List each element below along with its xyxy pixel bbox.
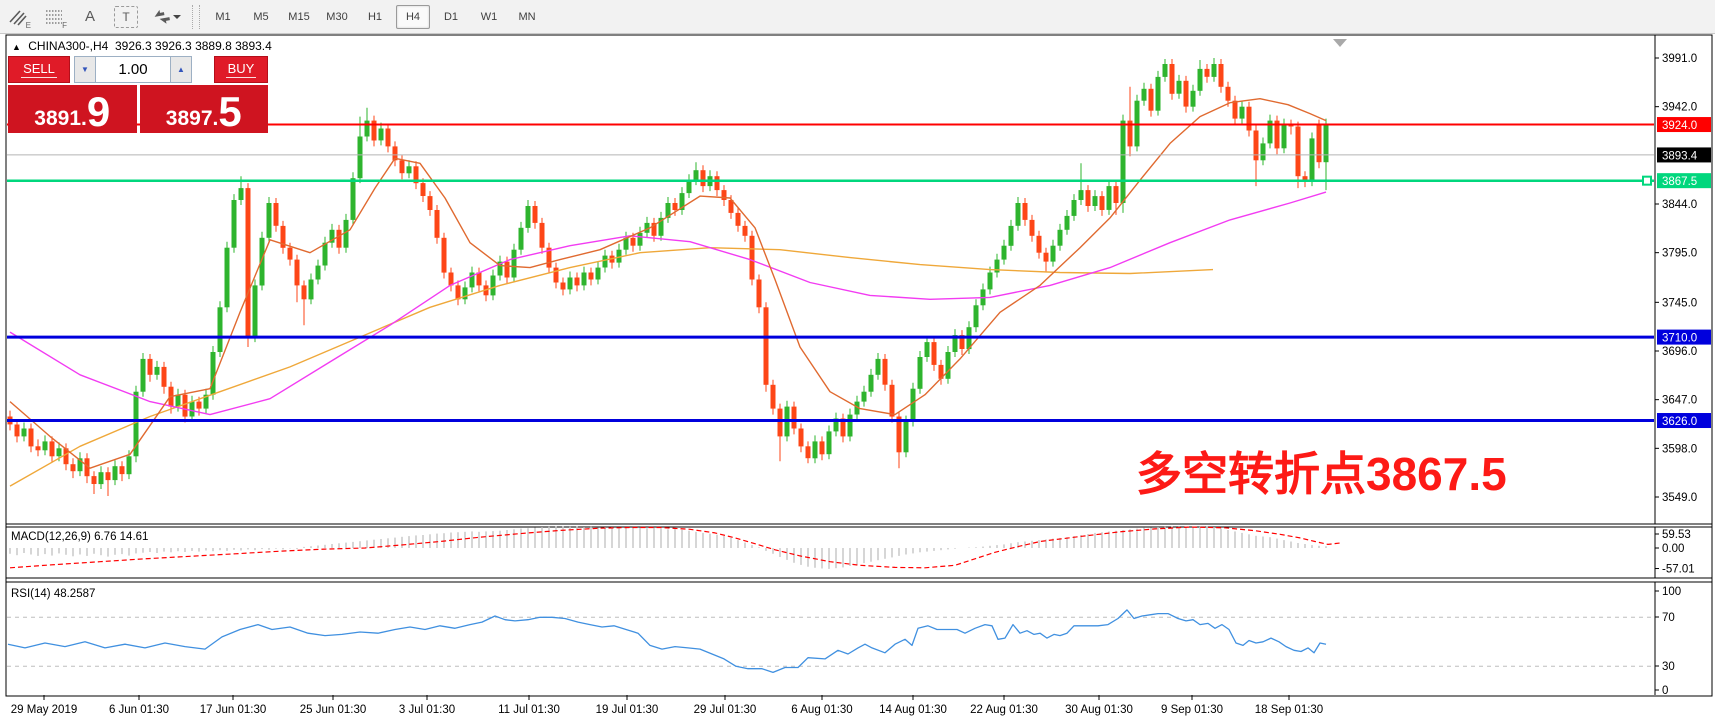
svg-text:29 Jul 01:30: 29 Jul 01:30	[694, 704, 757, 716]
svg-text:6 Jun 01:30: 6 Jun 01:30	[109, 704, 169, 716]
buy-button[interactable]: BUY	[214, 56, 268, 83]
tf-mn-button[interactable]: MN	[518, 10, 536, 23]
bid-price-display[interactable]: 3891. 9	[8, 85, 137, 133]
tf-w1-button[interactable]: W1	[480, 10, 498, 23]
channel-tool-icon[interactable]: E	[2, 3, 34, 31]
svg-text:18 Sep 01:30: 18 Sep 01:30	[1255, 704, 1323, 716]
svg-text:3626.0: 3626.0	[1662, 416, 1697, 428]
ohlc-low: 3889.8	[195, 39, 232, 53]
svg-text:3893.4: 3893.4	[1662, 150, 1698, 162]
tf-m5-button[interactable]: M5	[253, 10, 269, 23]
toolbar-separator	[192, 4, 200, 29]
horizontal-level-lines[interactable]	[7, 123, 1654, 422]
volume-input[interactable]	[96, 56, 170, 83]
text-tool-icon[interactable]: T	[114, 5, 138, 28]
svg-text:3598.0: 3598.0	[1662, 443, 1697, 455]
tf-h4-button[interactable]: H4	[396, 4, 430, 29]
tf-h1-button[interactable]: H1	[367, 10, 383, 23]
moving-averages-layer	[9, 97, 1327, 487]
svg-text:59.53: 59.53	[1662, 529, 1691, 541]
svg-text:30: 30	[1662, 661, 1675, 673]
svg-text:19 Jul 01:30: 19 Jul 01:30	[596, 704, 659, 716]
tf-m1-button[interactable]: M1	[215, 10, 231, 23]
sell-button[interactable]: SELL	[8, 56, 70, 83]
svg-text:30 Aug 01:30: 30 Aug 01:30	[1065, 704, 1133, 716]
svg-text:14 Aug 01:30: 14 Aug 01:30	[879, 704, 947, 716]
svg-text:29 May 2019: 29 May 2019	[11, 704, 78, 716]
svg-text:3991.0: 3991.0	[1662, 53, 1697, 65]
symbol-timeframe: CHINA300-,H4	[28, 39, 109, 53]
tf-m30-button[interactable]: M30	[326, 10, 348, 23]
svg-text:3647.0: 3647.0	[1662, 395, 1697, 407]
svg-text:0: 0	[1662, 685, 1668, 697]
svg-text:17 Jun 01:30: 17 Jun 01:30	[200, 704, 267, 716]
svg-text:9 Sep 01:30: 9 Sep 01:30	[1161, 704, 1223, 716]
svg-text:25 Jun 01:30: 25 Jun 01:30	[300, 704, 367, 716]
one-click-trade-panel: SELL ▼ ▲ BUY 3891.9 3897.5	[8, 56, 268, 135]
ohlc-high: 3926.3	[155, 39, 192, 53]
fibonacci-tool-icon[interactable]: F	[46, 9, 67, 30]
svg-text:3844.0: 3844.0	[1662, 199, 1697, 211]
svg-text:3867.5: 3867.5	[1662, 176, 1697, 188]
svg-text:3924.0: 3924.0	[1662, 120, 1697, 132]
svg-text:6 Aug 01:30: 6 Aug 01:30	[791, 704, 852, 716]
macd-panel: MACD(12,26,9) 6.76 14.61 59.53 0.00 -57.01	[9, 526, 1695, 576]
svg-text:70: 70	[1662, 612, 1675, 624]
chart-frame	[5, 34, 1713, 697]
time-axis: 29 May 2019 6 Jun 01:30 17 Jun 01:30 25 Jun…	[11, 695, 1323, 716]
svg-text:-57.01: -57.01	[1662, 564, 1695, 576]
tf-m15-button[interactable]: M15	[288, 10, 310, 23]
scroll-end-marker-icon[interactable]	[1333, 39, 1347, 47]
chart-text-annotation[interactable]: 多空转折点3867.5	[1136, 448, 1507, 500]
svg-text:3795.0: 3795.0	[1662, 248, 1697, 260]
chart-ohlc-header[interactable]: ▲ CHINA300-,H4 3926.3 3926.3 3889.8 3893…	[12, 39, 272, 53]
svg-text:3 Jul 01:30: 3 Jul 01:30	[399, 704, 455, 716]
svg-text:MACD(12,26,9) 6.76 14.61: MACD(12,26,9) 6.76 14.61	[11, 531, 148, 543]
price-axis: 3991.0 3942.0 3844.0 3795.0 3745.0 3696.0 3647…	[1655, 53, 1711, 504]
collapse-triangle-icon: ▲	[12, 42, 21, 52]
svg-text:3696.0: 3696.0	[1662, 346, 1697, 358]
ohlc-close: 3893.4	[235, 39, 272, 53]
svg-text:11 Jul 01:30: 11 Jul 01:30	[498, 704, 560, 716]
svg-text:RSI(14) 48.2587: RSI(14) 48.2587	[11, 588, 95, 600]
ask-price-display[interactable]: 3897. 5	[139, 85, 268, 133]
ohlc-open: 3926.3	[114, 39, 152, 53]
rsi-panel: RSI(14) 48.2587 100 70 30 0	[7, 586, 1681, 697]
volume-decrease-button[interactable]: ▼	[74, 56, 96, 83]
svg-text:3549.0: 3549.0	[1662, 492, 1697, 504]
arrows-tool-icon[interactable]	[146, 3, 186, 31]
svg-text:100: 100	[1662, 586, 1681, 598]
svg-text:3710.0: 3710.0	[1662, 333, 1697, 345]
svg-text:22 Aug 01:30: 22 Aug 01:30	[970, 704, 1038, 716]
text-label-tool-icon[interactable]: A	[84, 8, 95, 25]
tf-d1-button[interactable]: D1	[443, 10, 459, 23]
svg-text:3942.0: 3942.0	[1662, 102, 1697, 114]
svg-text:0.00: 0.00	[1662, 543, 1684, 555]
drawing-toolbar: E F A T M1 M5 M15 M30 H1 H4 D1 W1 MN	[0, 0, 1715, 34]
svg-text:3745.0: 3745.0	[1662, 297, 1697, 309]
volume-increase-button[interactable]: ▲	[170, 56, 192, 83]
